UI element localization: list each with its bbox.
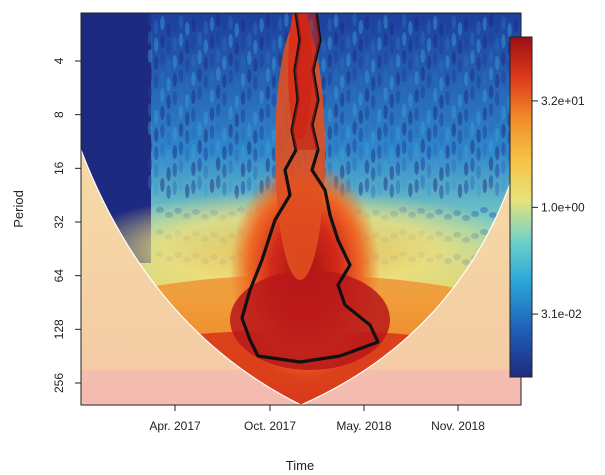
x-tick-label: Oct. 2017 <box>244 419 296 433</box>
y-tick-label: 16 <box>52 161 66 175</box>
y-tick-label: 128 <box>52 319 66 339</box>
colorbar-tick-label: 3.2e+01 <box>541 94 585 108</box>
colorbar: 3.2e+01 1.0e+00 3.1e-02 <box>509 36 585 378</box>
x-tick-label: Nov. 2018 <box>431 419 485 433</box>
plot-area <box>81 13 521 405</box>
cone-of-influence-line <box>81 149 521 405</box>
y-tick-label: 32 <box>52 215 66 229</box>
y-axis: 4 8 16 32 64 128 256 <box>52 57 81 393</box>
colorbar-tick-label: 3.1e-02 <box>541 307 582 321</box>
x-axis: Apr. 2017 Oct. 2017 May. 2018 Nov. 2018 <box>149 405 485 433</box>
x-tick-label: Apr. 2017 <box>149 419 201 433</box>
y-axis-title: Period <box>11 190 26 228</box>
y-tick-label: 256 <box>52 373 66 393</box>
y-tick-label: 4 <box>52 57 66 64</box>
y-tick-label: 64 <box>52 269 66 283</box>
colorbar-gradient <box>509 36 533 378</box>
x-tick-label: May. 2018 <box>336 419 391 433</box>
y-tick-label: 8 <box>52 111 66 118</box>
colorbar-tick-label: 1.0e+00 <box>541 200 585 214</box>
x-axis-title: Time <box>286 458 314 473</box>
